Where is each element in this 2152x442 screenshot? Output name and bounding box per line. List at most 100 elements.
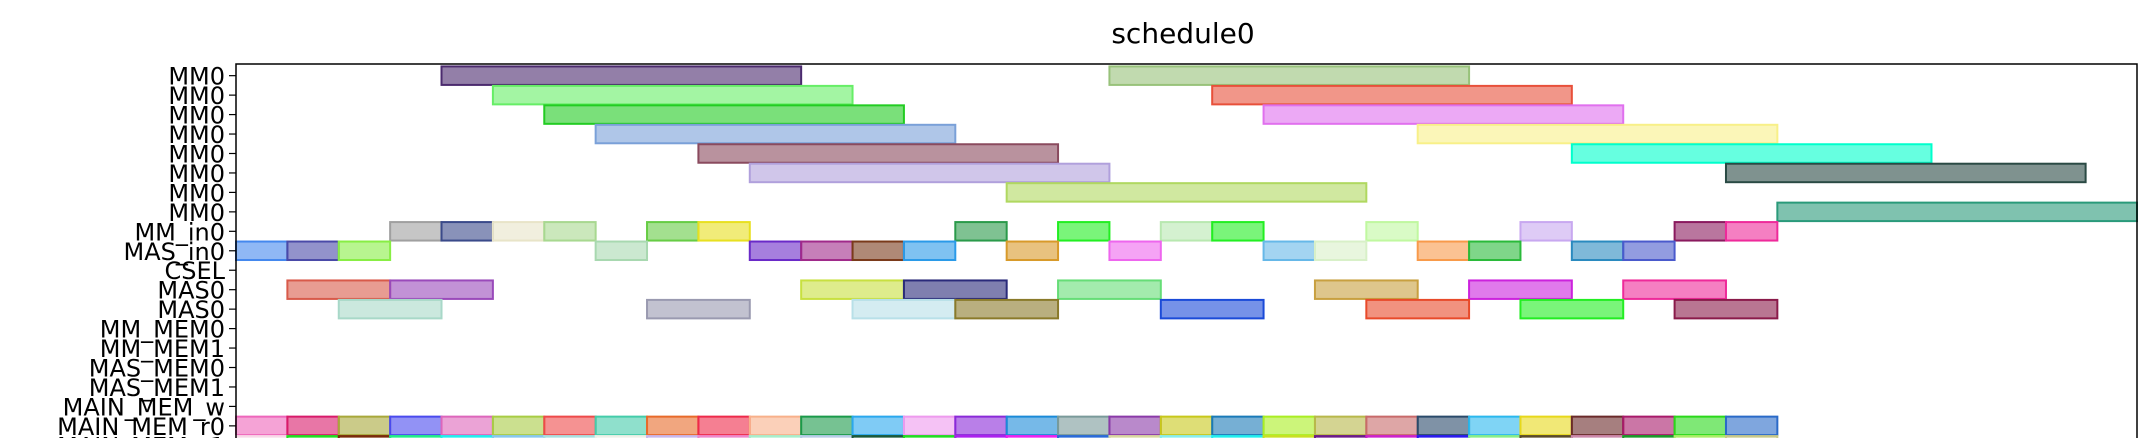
gantt-bar	[286, 415, 340, 437]
gantt-bar	[1416, 240, 1471, 262]
gantt-bar	[646, 298, 751, 320]
y-tick-label: MAS_in0	[123, 238, 225, 266]
gantt-bar	[337, 298, 443, 320]
gantt-bar	[1673, 298, 1779, 320]
bars-layer	[235, 65, 2138, 442]
y-tick-label: MM0	[168, 63, 225, 91]
gantt-bar	[491, 84, 854, 106]
gantt-bar	[389, 279, 494, 300]
y-tick-label: CSEL	[164, 257, 225, 285]
gantt-bar	[646, 221, 700, 242]
plot-frame	[235, 63, 2138, 442]
gantt-bar	[800, 279, 905, 300]
gantt-bar	[1313, 415, 1368, 437]
gantt-bar	[1622, 279, 1727, 300]
gantt-bar	[1776, 201, 2138, 223]
y-tick-label: MAS0	[157, 296, 225, 324]
gantt-bar	[543, 221, 597, 242]
gantt-bar	[1570, 143, 1933, 164]
gantt-bar	[1057, 221, 1111, 242]
gantt-bar	[1622, 240, 1676, 262]
y-tick-label: MAS_MEM0	[89, 355, 225, 383]
y-tick-label: MM0	[168, 199, 225, 227]
gantt-bar	[748, 162, 1111, 184]
gantt-bar	[1416, 123, 1779, 145]
gantt-bar	[1159, 221, 1214, 242]
gantt-bar	[954, 298, 1060, 320]
gantt-bar	[646, 415, 700, 437]
y-tick-label: MAIN_MEM_r0	[57, 413, 225, 438]
gantt-bar	[1468, 415, 1522, 437]
gantt-bar	[1262, 240, 1316, 262]
y-tick-label: MM0	[168, 121, 225, 149]
gantt-bar	[594, 240, 649, 262]
gantt-bar	[440, 221, 494, 242]
gantt-bar	[1057, 279, 1162, 300]
gantt-bar	[1108, 240, 1162, 262]
gantt-bar	[491, 415, 546, 437]
gantt-bar	[1108, 415, 1162, 437]
y-tick-label: MM0	[168, 140, 225, 168]
gantt-bar	[1005, 240, 1060, 262]
y-tick-label: MAIN_MEM_w	[63, 393, 225, 421]
gantt-bar	[697, 415, 751, 437]
gantt-bar	[1519, 221, 1573, 242]
gantt-bar	[286, 279, 392, 300]
gantt-bar	[1365, 221, 1419, 242]
gantt-bar	[1211, 221, 1265, 242]
gantt-bar	[1673, 221, 1727, 242]
gantt-bar	[800, 240, 854, 262]
y-tick-label: MAS_MEM1	[89, 374, 225, 402]
gantt-bar	[440, 415, 494, 437]
gantt-bar	[1673, 415, 1727, 437]
gantt-bar	[954, 415, 1008, 437]
gantt-bar	[1519, 415, 1573, 437]
gantt-bar	[337, 415, 392, 437]
gantt-bar	[1159, 415, 1214, 437]
gantt-bar	[1468, 240, 1522, 262]
gantt-bar	[1057, 415, 1111, 437]
gantt-bar	[1211, 84, 1573, 106]
gantt-bar	[851, 298, 957, 320]
gantt-bar	[1365, 298, 1471, 320]
y-tick-label: MM_in0	[134, 218, 225, 246]
gantt-bar	[954, 221, 1008, 242]
gantt-bar	[1005, 182, 1368, 203]
gantt-bar	[235, 415, 289, 437]
gantt-bar	[337, 240, 392, 262]
gantt-bar	[389, 221, 443, 242]
gantt-bar	[594, 123, 957, 145]
gantt-bar	[543, 415, 597, 437]
y-axis-labels: MM0MM0MM0MM0MM0MM0MM0MM0MM_in0MAS_in0CSE…	[57, 63, 236, 442]
gantt-bar	[800, 415, 854, 437]
y-tick-label: MM0	[168, 160, 225, 188]
gantt-bar	[286, 240, 340, 262]
gantt-bar	[1211, 415, 1265, 437]
gantt-bar	[1313, 240, 1368, 262]
gantt-bar	[1519, 298, 1625, 320]
gantt-bar	[1724, 415, 1779, 437]
gantt-bar	[1570, 415, 1625, 437]
gantt-bar	[1005, 415, 1060, 437]
y-tick-label: MAIN_MEM_r1	[57, 432, 225, 438]
y-tick-label: MM0	[168, 179, 225, 207]
y-tick-label: MM0	[168, 102, 225, 130]
gantt-bar	[902, 240, 957, 262]
gantt-bar	[543, 104, 905, 125]
gantt-bar	[235, 240, 289, 262]
gantt-bar	[1468, 279, 1573, 300]
gantt-bar	[1313, 279, 1419, 300]
y-tick-label: MM_MEM0	[100, 316, 225, 344]
gantt-bar	[1570, 240, 1625, 262]
gantt-bar	[1622, 415, 1676, 437]
gantt-bar	[1159, 298, 1265, 320]
gantt-bar	[1724, 221, 1779, 242]
y-tick-label: MAS0	[157, 277, 225, 305]
gantt-bar	[1262, 104, 1625, 125]
gantt-bar	[389, 415, 443, 437]
gantt-bar	[594, 415, 649, 437]
gantt-bar	[902, 415, 957, 437]
gantt-bar	[440, 65, 803, 86]
